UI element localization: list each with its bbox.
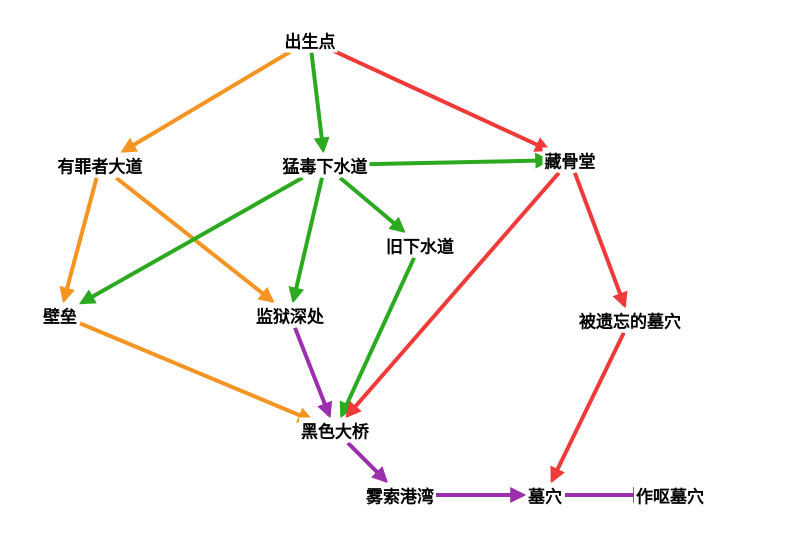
node-graveyard: 墓穴: [526, 483, 564, 508]
edge-bridge-harbor: [348, 443, 386, 481]
edge-ossuary-bridge: [347, 173, 559, 416]
edge-spawn-ossuary: [330, 49, 548, 150]
node-nausea: 作呕墓穴: [634, 483, 706, 508]
node-harbor: 雾索港湾: [364, 483, 436, 508]
edge-oldsewer-bridge: [342, 258, 414, 416]
edge-spawn-sinners: [123, 52, 290, 151]
edge-ossuary-forgotten: [575, 173, 625, 306]
edge-prison-bridge: [295, 328, 329, 416]
node-oldsewer: 旧下水道: [384, 233, 456, 258]
edge-toxic-ramparts: [82, 178, 303, 303]
edge-toxic-prison: [293, 178, 322, 300]
edge-sinners-prison: [116, 178, 272, 301]
node-forgotten: 被遗忘的墓穴: [577, 308, 683, 333]
edge-toxic-ossuary: [351, 160, 548, 164]
node-toxic: 猛毒下水道: [281, 153, 370, 178]
edge-toxic-oldsewer: [340, 178, 403, 231]
node-ossuary: 藏骨堂: [543, 148, 598, 173]
node-bridge: 黑色大桥: [299, 418, 371, 443]
edge-ramparts-bridge: [80, 323, 311, 420]
edge-spawn-toxic: [312, 53, 324, 151]
node-ramparts: 壁垒: [41, 303, 79, 328]
edge-forgotten-graveyard: [552, 333, 624, 481]
node-sinners: 有罪者大道: [56, 153, 145, 178]
edges-layer: [0, 0, 800, 540]
edge-sinners-ramparts: [64, 178, 97, 300]
node-spawn: 出生点: [283, 28, 338, 53]
node-prison: 监狱深处: [254, 303, 326, 328]
diagram-canvas: 出生点有罪者大道 猛毒下水道 藏骨堂旧下水道壁垒 监狱深处 被遗忘的墓穴黑色大桥雾索港湾…: [0, 0, 800, 540]
